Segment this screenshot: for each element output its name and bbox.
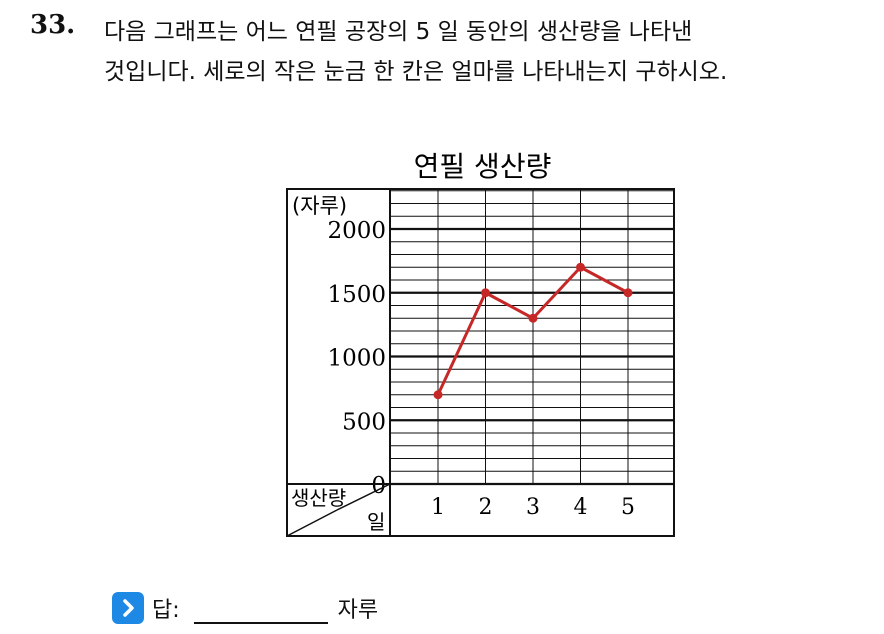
- x-tick-label: 3: [526, 495, 540, 520]
- corner-diagonal-line: [286, 509, 338, 537]
- x-tick-label: 5: [621, 495, 635, 520]
- chevron-right-icon: [112, 592, 144, 624]
- y-tick-label: 1500: [327, 282, 386, 308]
- corner-label-top: 생산량: [291, 486, 346, 510]
- data-point: [481, 288, 490, 298]
- data-point: [528, 313, 538, 323]
- chart-title: 연필 생산량: [414, 150, 552, 183]
- question-number: 33.: [30, 10, 76, 40]
- y-tick-label: 1000: [327, 346, 386, 372]
- x-tick-label: 2: [479, 495, 493, 520]
- unit-label: (자루): [292, 194, 347, 218]
- data-point: [623, 288, 633, 298]
- corner-diagonal-line: [336, 483, 391, 511]
- data-point: [433, 390, 443, 400]
- corner-label-bottom: 일: [367, 510, 385, 534]
- y-tick-label: 500: [342, 409, 386, 435]
- answer-label: 답:: [152, 598, 180, 623]
- y-tick-label: 0: [371, 473, 386, 499]
- y-tick-label: 2000: [327, 218, 386, 244]
- x-tick-label: 4: [574, 495, 588, 520]
- data-point: [576, 262, 585, 272]
- chart-frame: [286, 188, 675, 537]
- question-text-line-1: 다음 그래프는 어느 연필 공장의 5 일 동안의 생산량을 나타낸: [104, 19, 693, 45]
- question-text-line-2: 것입니다. 세로의 작은 눈금 한 칸은 얼마를 나타내는지 구하시오.: [104, 59, 728, 85]
- answer-blank[interactable]: [193, 592, 328, 624]
- answer-unit: 자루: [337, 598, 379, 623]
- answer-row: 답: 자루: [112, 588, 378, 628]
- x-tick-label: 1: [431, 495, 445, 520]
